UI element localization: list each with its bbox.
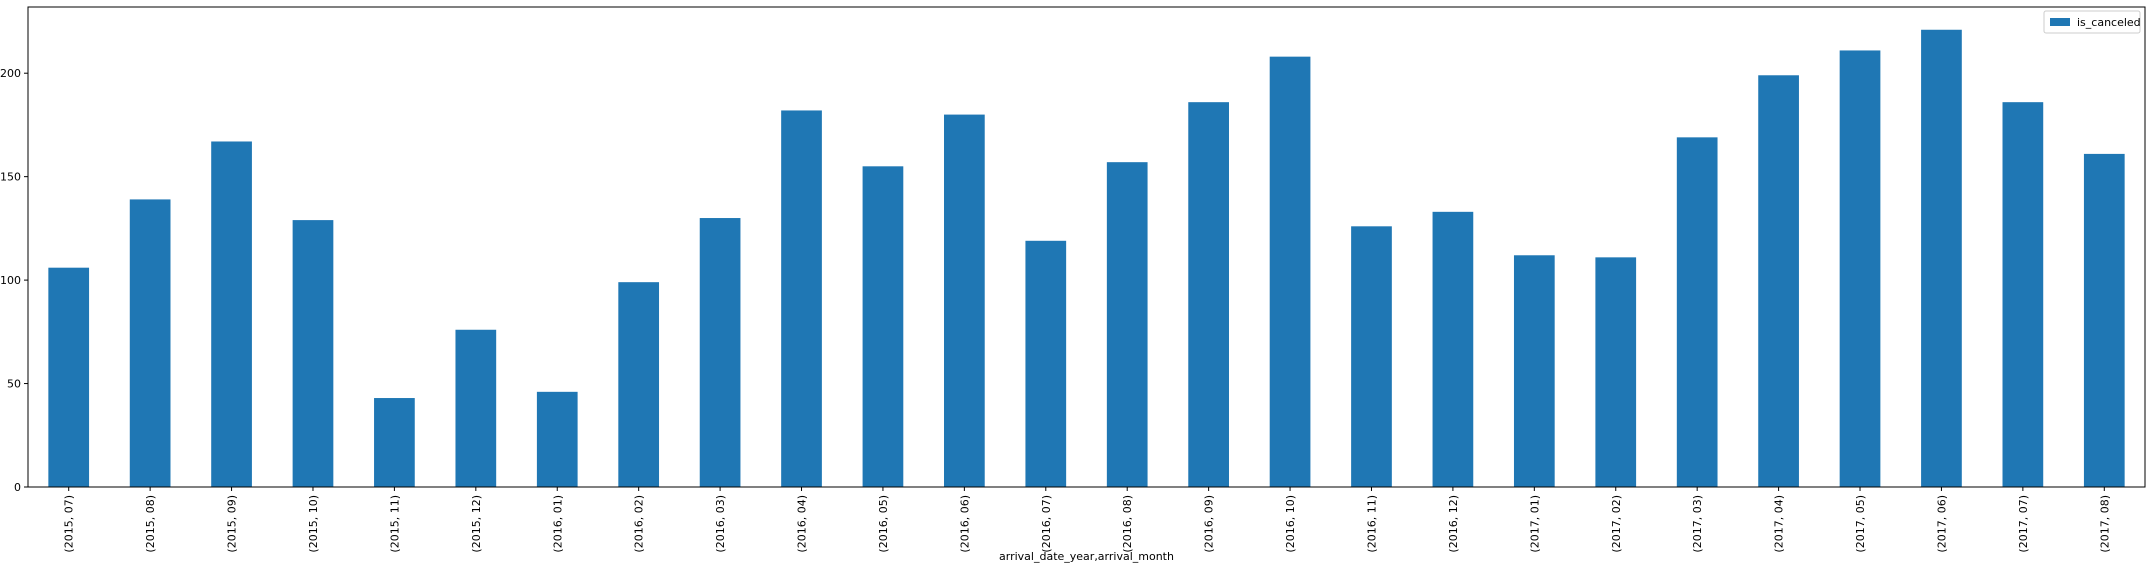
x-axis-title: arrival_date_year,arrival_month <box>999 550 1174 563</box>
bar-23 <box>1921 29 1962 488</box>
bar-8 <box>699 218 741 487</box>
bar-19 <box>1595 257 1637 487</box>
y-axis: 0 50 100 150 200 <box>0 67 28 494</box>
bars-group <box>48 29 2125 488</box>
bar-14 <box>1188 102 1229 487</box>
bar-15 <box>1269 56 1311 487</box>
x-tick-label-24: (2017, 07) <box>2017 495 2030 553</box>
x-tick-label-9: (2016, 04) <box>796 495 809 553</box>
x-tick-label-7: (2016, 02) <box>633 495 646 553</box>
bar-24 <box>2002 102 2044 487</box>
bar-2 <box>211 141 252 487</box>
bar-7 <box>618 282 660 487</box>
y-tick-label-4: 200 <box>0 67 21 80</box>
x-tick-label-10: (2016, 05) <box>877 495 890 553</box>
x-tick-label-16: (2016, 11) <box>1365 495 1378 553</box>
bar-9 <box>781 110 822 487</box>
x-axis: (2015, 07) (2015, 08) (2015, 09) (2015, 10)… <box>63 487 2111 553</box>
bar-25 <box>2083 153 2125 487</box>
x-tick-label-19: (2017, 02) <box>1610 495 1623 553</box>
bar-17 <box>1432 211 1474 488</box>
x-tick-label-6: (2016, 01) <box>551 495 564 553</box>
x-tick-label-22: (2017, 05) <box>1854 495 1867 553</box>
x-tick-label-14: (2016, 09) <box>1203 495 1216 553</box>
x-tick-label-3: (2015, 10) <box>307 495 320 553</box>
bar-4 <box>374 398 415 487</box>
x-tick-label-23: (2017, 06) <box>1935 495 1948 553</box>
x-tick-label-2: (2015, 09) <box>226 495 239 553</box>
x-tick-label-13: (2016, 08) <box>1121 495 1134 553</box>
y-tick-label-3: 150 <box>0 171 21 184</box>
bar-10 <box>862 166 904 487</box>
legend: is_canceled <box>2043 10 2141 34</box>
legend-label: is_canceled <box>2077 16 2141 29</box>
x-tick-label-1: (2015, 08) <box>144 495 157 553</box>
x-tick-label-25: (2017, 08) <box>2098 495 2111 553</box>
x-tick-label-18: (2017, 01) <box>1528 495 1541 553</box>
y-tick-label-1: 50 <box>7 378 21 391</box>
x-tick-label-12: (2016, 07) <box>1040 495 1053 553</box>
bar-5 <box>455 329 497 487</box>
bar-16 <box>1351 226 1392 487</box>
bar-6 <box>536 391 578 487</box>
x-tick-label-11: (2016, 06) <box>958 495 971 553</box>
x-tick-label-5: (2015, 12) <box>470 495 483 553</box>
x-tick-label-0: (2015, 07) <box>63 495 76 553</box>
bar-11 <box>944 114 985 487</box>
bar-21 <box>1758 75 1799 487</box>
bar-3 <box>292 220 334 487</box>
bar-20 <box>1676 137 1718 487</box>
bar-18 <box>1513 255 1555 487</box>
x-tick-label-4: (2015, 11) <box>388 495 401 553</box>
y-tick-label-2: 100 <box>0 274 21 287</box>
legend-box <box>2043 10 2141 34</box>
bar-1 <box>129 199 171 487</box>
bar-12 <box>1025 240 1067 487</box>
x-tick-label-15: (2016, 10) <box>1284 495 1297 553</box>
y-tick-label-0: 0 <box>14 481 21 494</box>
bar-0 <box>48 267 90 487</box>
x-tick-label-8: (2016, 03) <box>714 495 727 553</box>
legend-swatch <box>2050 18 2070 26</box>
plot-frame <box>27 6 2146 488</box>
x-tick-label-17: (2016, 12) <box>1447 495 1460 553</box>
bar-22 <box>1839 50 1881 488</box>
x-tick-label-21: (2017, 04) <box>1773 495 1786 553</box>
bar-13 <box>1106 162 1148 487</box>
x-tick-label-20: (2017, 03) <box>1691 495 1704 553</box>
